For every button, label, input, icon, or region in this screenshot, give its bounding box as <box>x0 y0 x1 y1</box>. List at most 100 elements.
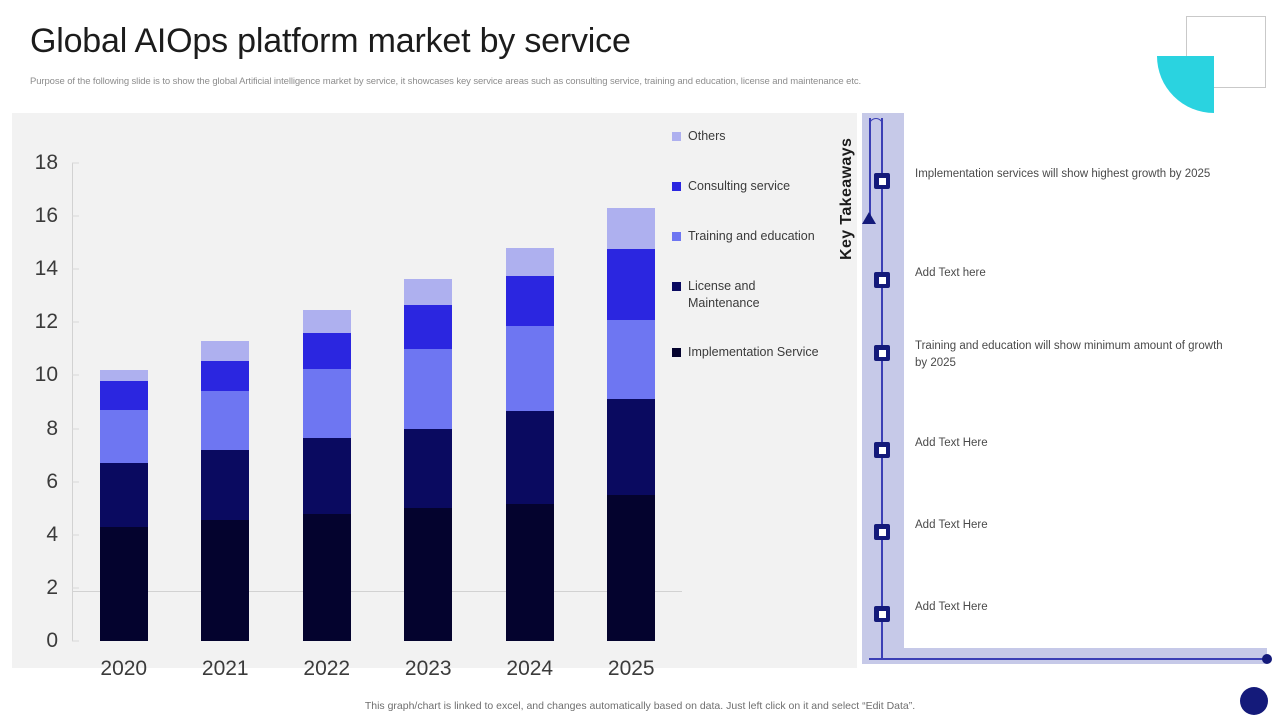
timeline-track-horizontal <box>869 658 1267 660</box>
y-axis-tick-mark <box>72 215 79 217</box>
bar-segment[interactable] <box>302 437 351 514</box>
x-axis-tick-label: 2020 <box>100 657 148 680</box>
takeaway-text[interactable]: Add Text Here <box>915 601 988 613</box>
y-axis-tick-mark <box>72 162 79 164</box>
legend-item[interactable]: Consulting service <box>672 178 852 195</box>
timeline-node-icon[interactable] <box>874 606 890 622</box>
stacked-bar[interactable] <box>302 310 351 641</box>
x-axis-tick-label: 2021 <box>201 657 249 680</box>
bar-segment[interactable] <box>404 508 453 641</box>
legend-swatch-icon <box>672 348 681 358</box>
bar-segment[interactable] <box>302 368 351 438</box>
y-axis-tick-mark <box>72 481 79 483</box>
decorative-square-outline <box>1186 16 1266 88</box>
bar-segment[interactable] <box>404 305 453 349</box>
bar-segment[interactable] <box>99 370 148 381</box>
timeline-node-icon[interactable] <box>874 272 890 288</box>
y-axis-tick-label: 16 <box>34 204 58 228</box>
bar-segment[interactable] <box>505 275 554 327</box>
y-axis-tick-label: 4 <box>46 522 58 546</box>
bar-group[interactable]: 2021 <box>175 163 277 680</box>
bar-series-container: 2020 2021 2022 2023 2024 2025 <box>73 163 683 680</box>
stacked-bar[interactable] <box>99 370 148 641</box>
takeaway-text[interactable]: Add Text Here <box>915 437 988 449</box>
bar-segment[interactable] <box>201 340 250 361</box>
bar-segment[interactable] <box>302 310 351 333</box>
bar-segment[interactable] <box>607 208 656 250</box>
bar-segment[interactable] <box>99 380 148 410</box>
legend-label: Consulting service <box>688 178 791 193</box>
bar-segment[interactable] <box>99 463 148 527</box>
x-axis-tick-label: 2025 <box>607 657 655 680</box>
timeline-node-icon[interactable] <box>874 173 890 189</box>
takeaway-text[interactable]: Add Text Here <box>915 519 988 531</box>
bar-segment[interactable] <box>505 326 554 412</box>
legend-item[interactable]: Implementation Service <box>672 344 852 361</box>
bar-segment[interactable] <box>99 526 148 641</box>
timeline-node-icon[interactable] <box>874 524 890 540</box>
bar-segment[interactable] <box>99 409 148 464</box>
bar-segment[interactable] <box>607 399 656 495</box>
bar-group[interactable]: 2020 <box>73 163 175 680</box>
timeline-node-icon[interactable] <box>874 442 890 458</box>
legend-swatch-icon <box>672 181 681 191</box>
bar-group[interactable]: 2023 <box>378 163 480 680</box>
takeaway-text[interactable]: Add Text here <box>915 267 986 279</box>
chart-panel: 0 2 4 6 8 10 12 14 16 18 2020 2021 2022 2023 2024 2025 <box>12 113 857 680</box>
takeaway-text[interactable]: Implementation services will show highes… <box>915 168 1211 180</box>
bar-segment[interactable] <box>201 520 250 641</box>
y-axis-tick-label: 0 <box>46 629 58 652</box>
bar-segment[interactable] <box>404 348 453 429</box>
decorative-quarter-circle-icon <box>1157 56 1214 113</box>
takeaway-text[interactable]: Training and education will show minimum… <box>915 340 1223 369</box>
stacked-bar[interactable] <box>505 248 554 641</box>
bar-segment[interactable] <box>505 504 554 641</box>
timeline-end-dot-icon <box>1262 654 1272 664</box>
bar-group[interactable]: 2025 <box>581 163 683 680</box>
stacked-bar-chart: 0 2 4 6 8 10 12 14 16 18 2020 2021 2022 2023 2024 2025 <box>35 151 683 680</box>
legend-item[interactable]: License and Maintenance <box>672 278 852 312</box>
bar-segment[interactable] <box>607 319 656 400</box>
y-axis-tick-mark <box>72 374 79 376</box>
legend-label: Training and education <box>688 228 815 243</box>
y-axis-tick-mark <box>72 321 79 323</box>
x-axis-tick-label: 2023 <box>404 657 452 680</box>
bar-segment[interactable] <box>607 494 656 641</box>
takeaways-band-bottom <box>862 648 1267 664</box>
legend-swatch-icon <box>672 281 681 291</box>
y-axis-tick-mark <box>72 534 79 536</box>
x-axis-line <box>72 591 682 592</box>
y-axis-tick-label: 12 <box>34 310 58 334</box>
bar-segment[interactable] <box>302 513 351 641</box>
timeline-track-cap <box>869 118 883 128</box>
y-axis-tick-mark <box>72 428 79 430</box>
legend-label: Others <box>688 129 726 143</box>
bar-segment[interactable] <box>201 391 250 450</box>
stacked-bar[interactable] <box>201 340 250 641</box>
timeline-node-icon[interactable] <box>874 345 890 361</box>
bar-segment[interactable] <box>505 411 554 505</box>
decorative-dot-icon <box>1240 687 1268 715</box>
bar-segment[interactable] <box>505 248 554 276</box>
y-axis-tick-label: 6 <box>46 469 58 493</box>
bar-segment[interactable] <box>607 249 656 320</box>
legend-item[interactable]: Others <box>672 128 852 145</box>
bar-segment[interactable] <box>302 333 351 369</box>
legend-item[interactable]: Training and education <box>672 228 852 245</box>
y-axis-tick-mark <box>72 268 79 270</box>
y-axis-line <box>72 163 73 641</box>
footer-note: This graph/chart is linked to excel, and… <box>364 700 916 712</box>
stacked-bar[interactable] <box>607 208 656 641</box>
bar-group[interactable]: 2024 <box>479 163 581 680</box>
bar-segment[interactable] <box>404 278 453 306</box>
bar-group[interactable]: 2022 <box>276 163 378 680</box>
timeline-arrow-icon <box>862 212 876 224</box>
chart-legend: Others Consulting service Training and edu… <box>672 128 852 394</box>
bar-segment[interactable] <box>201 360 250 392</box>
bar-segment[interactable] <box>201 449 250 521</box>
x-axis-tick-label: 2022 <box>303 657 351 680</box>
legend-label: Implementation Service <box>688 345 819 360</box>
bar-segment[interactable] <box>404 428 453 509</box>
stacked-bar[interactable] <box>404 278 453 641</box>
